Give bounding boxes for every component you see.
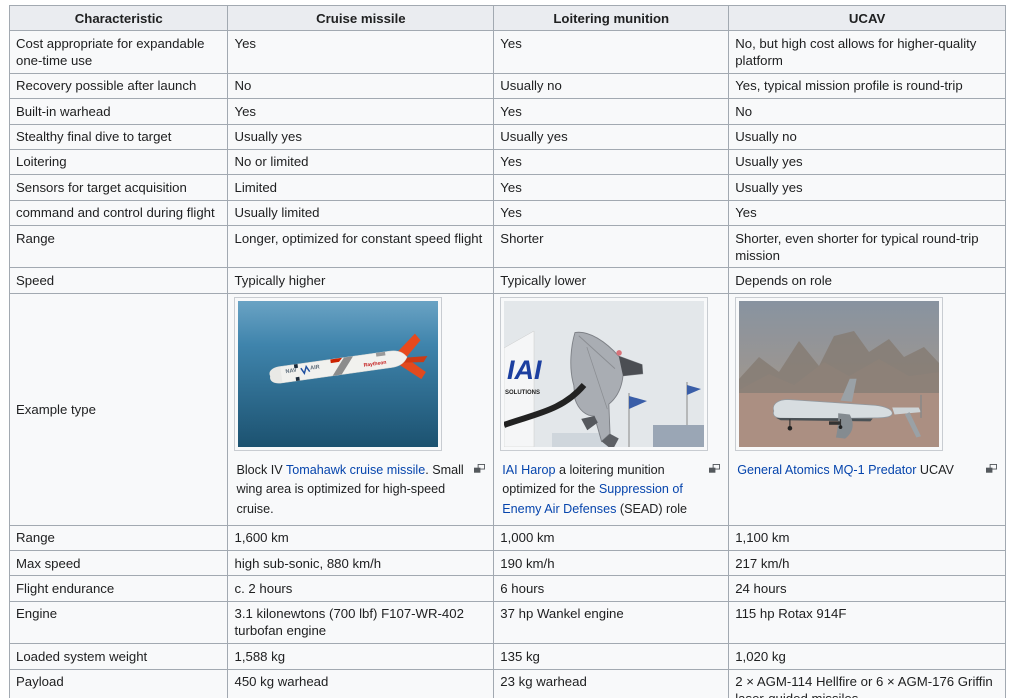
svg-text:IAI: IAI (507, 355, 542, 385)
svg-text:SOLUTIONS: SOLUTIONS (505, 390, 540, 396)
